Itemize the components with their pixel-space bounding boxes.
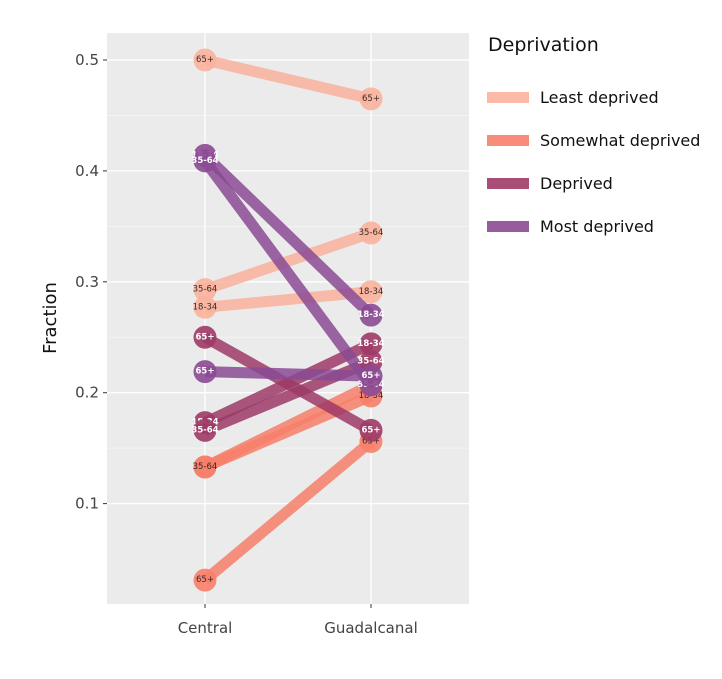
legend-label: Most deprived [540,217,654,236]
point-label: 65+ [196,332,215,342]
data-point [359,87,383,111]
data-point [359,332,383,356]
legend-label: Deprived [540,174,613,193]
y-tick-label: 0.1 [75,495,99,513]
data-point [193,48,217,72]
series-line [200,157,376,389]
point-label: 35-64 [191,425,218,435]
point-label: 18-34 [357,310,384,320]
data-point [359,418,383,442]
series-points: 65+ 65+ 35-64 35-64 18-34 18-34 18-34 18-34 35-6… [191,48,385,592]
data-point [193,295,217,319]
legend-title: Deprivation [488,34,599,56]
point-label: 18-34 [357,339,384,349]
data-point [193,360,217,384]
legend-swatch [487,221,529,232]
data-point [193,455,217,479]
legend-swatch [487,135,529,146]
point-label: 35-64 [357,357,384,367]
legend-label: Least deprived [540,88,659,107]
point-label: 35-64 [359,228,384,238]
y-axis-title: Fraction [40,282,61,354]
legend-swatch [487,178,529,189]
y-tick-label: 0.3 [75,273,99,291]
y-tick-label: 0.4 [75,162,99,180]
series-line [203,54,373,105]
data-point [359,280,383,304]
x-tick-label: Central [178,619,233,637]
point-label: 65+ [196,367,215,377]
data-point [193,149,217,173]
data-point [193,278,217,302]
point-label: 65+ [196,55,214,65]
series-line [201,151,375,320]
point-label: 65+ [362,94,380,104]
legend-swatch [487,92,529,103]
series-line [202,380,374,472]
point-label: 35-64 [193,462,218,472]
y-tick-label: 0.5 [75,51,99,69]
y-tick-label: 0.2 [75,384,99,402]
series-lines [200,54,376,585]
point-label: 65+ [196,575,214,585]
point-label: 35-64 [193,285,218,295]
data-point [193,568,217,592]
data-point [359,364,383,388]
legend-label: Somewhat deprived [540,131,700,150]
plot-panel [107,33,469,604]
series-line [202,338,374,428]
legend: Deprivation Least deprived Somewhat depri… [487,34,700,236]
data-point [359,221,383,245]
data-point [193,325,217,349]
point-label: 35-64 [191,156,218,166]
series-line [201,437,375,585]
axes: 0.1 0.2 0.3 0.4 0.5 Central Guadalcanal [75,51,418,637]
point-label: 65+ [362,371,381,381]
series-line [204,366,372,382]
point-label: 18-34 [193,302,218,312]
data-point [359,303,383,327]
x-tick-label: Guadalcanal [324,619,418,637]
series-line [203,227,373,295]
point-label: 18-34 [359,287,384,297]
data-point [193,418,217,442]
point-label: 65+ [362,425,381,435]
